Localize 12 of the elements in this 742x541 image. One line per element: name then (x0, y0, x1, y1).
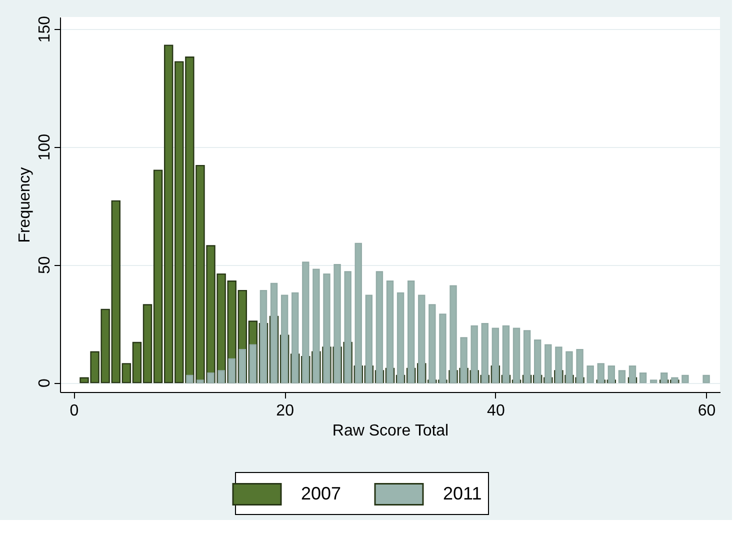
y-tick-label: 150 (36, 16, 54, 43)
y-axis-title: Frequency (16, 167, 34, 243)
y-tick-label: 50 (36, 256, 54, 274)
y-tick-label: 0 (36, 378, 54, 388)
legend-label: 2011 (443, 483, 482, 504)
x-tick-label: 40 (487, 402, 505, 420)
y-tick-label: 100 (36, 134, 54, 161)
legend-label: 2007 (301, 483, 342, 504)
x-tick-label: 60 (698, 402, 716, 420)
x-axis-title: Raw Score Total (332, 422, 449, 440)
x-tick-label: 0 (70, 402, 79, 420)
x-tick-label: 20 (276, 402, 294, 420)
